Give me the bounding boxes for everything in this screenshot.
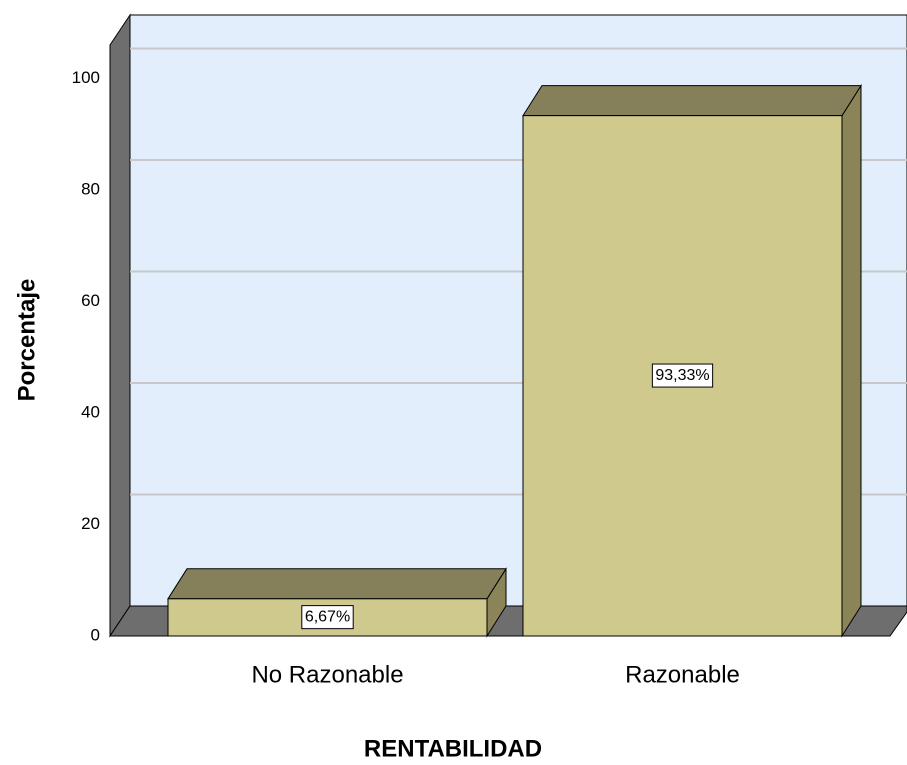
y-tick-label: 80 <box>81 179 100 198</box>
value-label: 93,33% <box>655 367 709 384</box>
y-tick-label: 60 <box>81 291 100 310</box>
value-label-box <box>301 605 354 630</box>
value-label-box <box>651 363 714 388</box>
side-wall <box>109 13 131 638</box>
bar-top <box>167 568 507 600</box>
bar-top <box>522 85 862 117</box>
y-tick-label: 100 <box>72 68 100 87</box>
x-axis-title: RENTABILIDAD <box>364 735 542 762</box>
y-axis-title: Porcentaje <box>13 279 40 402</box>
bar-side <box>841 83 862 638</box>
x-tick-label: Razonable <box>625 661 740 688</box>
y-tick-label: 20 <box>81 514 100 533</box>
x-tick-label: No Razonable <box>251 661 403 688</box>
y-tick-label: 0 <box>91 625 100 644</box>
bars: 6,67% 93,33% <box>167 83 862 638</box>
value-label: 6,67% <box>305 609 350 626</box>
y-tick-label: 40 <box>81 402 100 421</box>
